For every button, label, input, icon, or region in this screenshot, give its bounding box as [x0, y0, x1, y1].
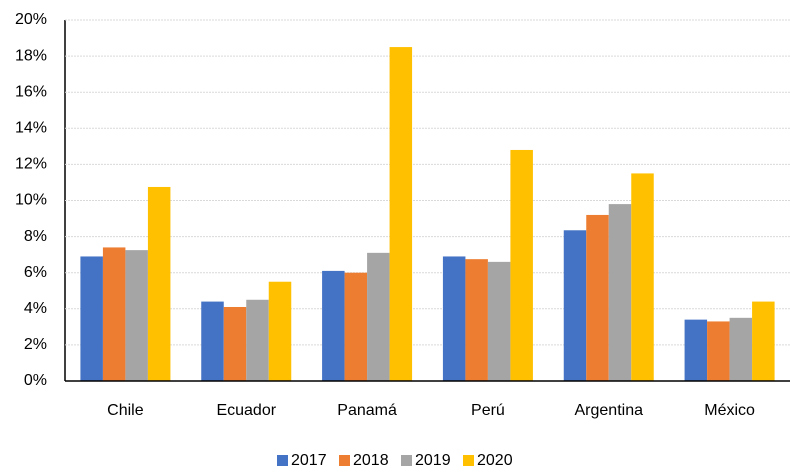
- bar: [707, 321, 730, 381]
- y-tick-label: 14%: [15, 120, 47, 137]
- legend-swatch: [463, 455, 474, 466]
- bar: [586, 214, 609, 381]
- bar: [125, 250, 148, 381]
- bar: [510, 149, 533, 381]
- bar: [442, 256, 466, 381]
- y-tick-label: 0%: [24, 372, 47, 389]
- bar: [80, 256, 103, 381]
- y-tick-label: 12%: [15, 156, 47, 173]
- bar: [729, 317, 753, 381]
- bar: [147, 186, 171, 381]
- legend-label: 2017: [291, 452, 327, 469]
- y-tick-label: 8%: [24, 228, 47, 245]
- bar: [608, 204, 632, 381]
- bar: [389, 47, 413, 381]
- y-tick-label: 10%: [15, 192, 47, 209]
- legend-swatch: [277, 455, 288, 466]
- y-tick-label: 18%: [15, 47, 47, 64]
- bar: [684, 319, 708, 381]
- y-tick-label: 16%: [15, 83, 47, 100]
- y-tick-label: 4%: [24, 300, 47, 317]
- bar: [487, 261, 511, 381]
- legend-label: 2020: [477, 452, 513, 469]
- x-tick-label: México: [704, 402, 755, 419]
- y-tick-label: 20%: [15, 11, 47, 28]
- y-tick-label: 6%: [24, 264, 47, 281]
- bar: [563, 230, 587, 381]
- bar: [465, 259, 488, 381]
- x-tick-label: Chile: [107, 402, 144, 419]
- bar: [223, 306, 247, 381]
- bar: [367, 252, 390, 381]
- y-tick-label: 2%: [24, 336, 47, 353]
- legend-label: 2018: [353, 452, 389, 469]
- bar: [752, 301, 775, 381]
- bar: [344, 272, 368, 381]
- x-tick-label: Perú: [471, 402, 505, 419]
- bar: [268, 281, 292, 381]
- bar: [102, 247, 126, 381]
- legend-swatch: [401, 455, 412, 466]
- bar: [201, 301, 224, 381]
- x-tick-label: Ecuador: [216, 402, 276, 419]
- x-tick-label: Argentina: [575, 402, 644, 419]
- x-tick-label: Panamá: [337, 402, 397, 419]
- legend-label: 2019: [415, 452, 451, 469]
- bar: [246, 299, 269, 381]
- legend-swatch: [339, 455, 350, 466]
- bar: [322, 270, 345, 381]
- bar: [631, 173, 654, 381]
